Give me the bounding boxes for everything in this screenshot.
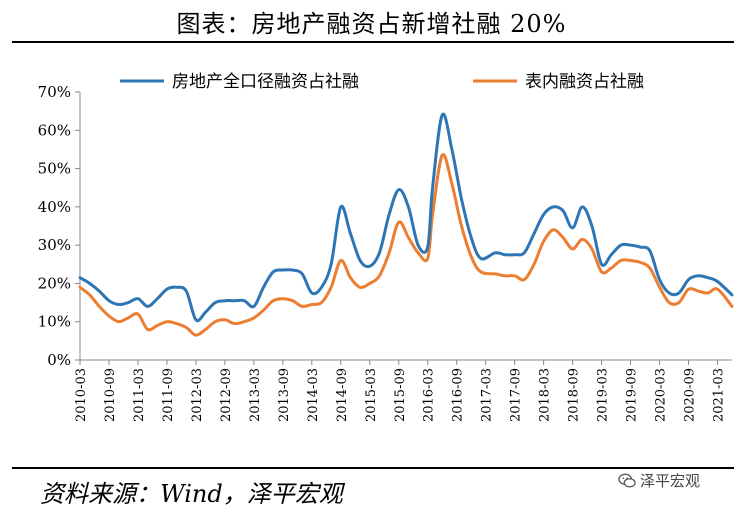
x-tick-label: 2021-03 xyxy=(712,368,727,422)
x-tick-label: 2018-09 xyxy=(567,368,582,422)
x-tick-label: 2010-09 xyxy=(103,368,118,422)
x-tick-label: 2011-03 xyxy=(132,368,147,422)
legend: 房地产全口径融资占社融 表内融资占社融 xyxy=(120,72,644,92)
title-rule xyxy=(12,41,734,43)
y-tick-label: 60% xyxy=(38,121,71,139)
wechat-icon xyxy=(618,473,636,487)
x-tick-label: 2011-09 xyxy=(161,368,176,422)
x-tick-label: 2018-03 xyxy=(538,368,553,422)
x-tick-label: 2017-03 xyxy=(480,368,495,422)
x-tick-label: 2010-03 xyxy=(74,368,89,422)
x-tick-label: 2017-09 xyxy=(509,368,524,422)
x-tick-label: 2014-03 xyxy=(306,368,321,422)
y-tick-label: 10% xyxy=(38,313,71,331)
legend-label-series-1: 房地产全口径融资占社融 xyxy=(172,72,359,92)
x-tick-label: 2019-09 xyxy=(625,368,640,422)
x-tick-label: 2013-09 xyxy=(277,368,292,422)
x-tick-label: 2015-03 xyxy=(364,368,379,422)
series-line-real-estate-total xyxy=(78,112,734,323)
x-tick-label: 2019-03 xyxy=(596,368,611,422)
watermark-text: 泽平宏观 xyxy=(640,472,701,490)
x-tick-label: 2016-03 xyxy=(422,368,437,422)
y-tick-label: 30% xyxy=(38,236,71,254)
series-line-on-balance-sheet xyxy=(78,152,734,337)
legend-label-series-2: 表内融资占社融 xyxy=(525,72,644,92)
x-tick-label: 2014-09 xyxy=(335,368,350,422)
x-tick-label: 2012-09 xyxy=(219,368,234,422)
watermark: 泽平宏观 xyxy=(618,470,700,491)
y-tick-label: 0% xyxy=(47,351,71,369)
y-tick-label: 70% xyxy=(38,83,71,101)
x-tick-label: 2012-03 xyxy=(190,368,205,422)
x-tick-label: 2015-09 xyxy=(393,368,408,422)
chart-title: 图表：房地产融资占新增社融 20% xyxy=(176,10,567,38)
x-tick-label: 2013-03 xyxy=(248,368,263,422)
y-tick-label: 50% xyxy=(38,160,71,178)
source-rule xyxy=(12,467,734,469)
x-tick-label: 2016-09 xyxy=(451,368,466,422)
source-note: 资料来源：Wind，泽平宏观 xyxy=(40,480,343,508)
y-tick-label: 40% xyxy=(38,198,71,216)
y-tick-label: 20% xyxy=(38,274,71,292)
x-tick-label: 2020-03 xyxy=(654,368,669,422)
chart-area: 房地产全口径融资占社融 表内融资占社融 0% 10% 20% 30% 40% 50% 60%… xyxy=(38,72,734,422)
x-tick-label: 2020-09 xyxy=(683,368,698,422)
